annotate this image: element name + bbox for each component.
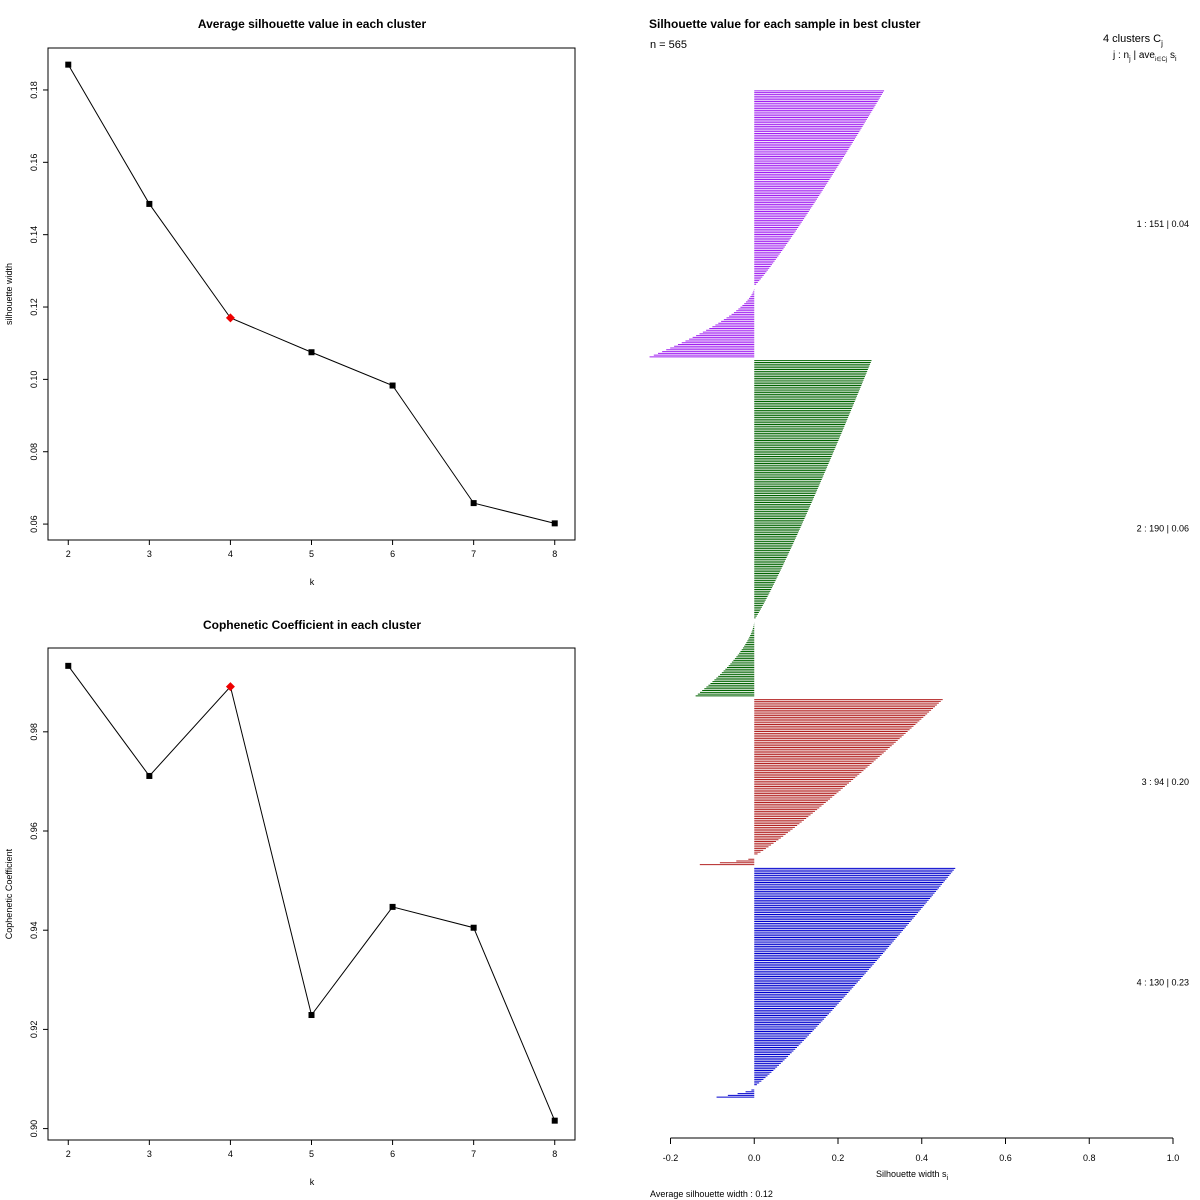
silhouette-plot-frame <box>47 47 576 541</box>
y-tick-label: 0.96 <box>29 822 39 840</box>
y-tick-label: 0.06 <box>29 515 39 533</box>
cluster-label: 2 : 190 | 0.06 <box>1137 523 1189 533</box>
cophenetic-title: Cophenetic Coefficient in each cluster <box>203 618 421 632</box>
legend-header-text: 4 clusters Cj <box>1103 33 1163 48</box>
silhouette-width-axis: -0.2 0.0 0.2 0.4 0.6 0.8 1.0 <box>663 1137 1180 1163</box>
data-point <box>65 662 72 669</box>
x-tick-label: 0.2 <box>832 1153 845 1163</box>
x-tick-label: 2 <box>66 1149 71 1159</box>
data-point <box>146 772 153 779</box>
average-silhouette-footer: Average silhouette width : 0.12 <box>650 1189 773 1199</box>
y-tick-label: 0.90 <box>29 1120 39 1138</box>
cophenetic-series <box>65 662 558 1124</box>
cluster-1-bars <box>649 90 885 358</box>
data-point <box>551 1117 558 1124</box>
sample-silhouette-title: Silhouette value for each sample in best… <box>649 17 921 31</box>
silhouette-panel: Average silhouette value in each cluster… <box>4 17 576 587</box>
x-tick-label: 2 <box>66 549 71 559</box>
x-tick-label: 5 <box>309 549 314 559</box>
y-tick-label: 0.98 <box>29 723 39 741</box>
cophenetic-y-label: Cophenetic Coefficient <box>4 848 14 939</box>
x-tick-label: 6 <box>390 549 395 559</box>
silhouette-title: Average silhouette value in each cluster <box>198 17 427 31</box>
legend-subheader-text: j : nj | avei∈Cj si <box>1112 50 1177 63</box>
x-tick-label: 3 <box>147 1149 152 1159</box>
y-tick-label: 0.92 <box>29 1021 39 1039</box>
x-tick-label: 8 <box>552 1149 557 1159</box>
y-tick-label: 0.10 <box>29 371 39 389</box>
cophenetic-x-label: k <box>310 1177 315 1187</box>
series-line <box>67 665 556 1121</box>
x-tick-label: 0.6 <box>999 1153 1012 1163</box>
y-tick-label: 0.14 <box>29 226 39 244</box>
data-point <box>146 200 153 207</box>
data-point <box>470 924 477 931</box>
silhouette-x-label: k <box>310 577 315 587</box>
best-k-point <box>225 682 235 692</box>
silhouette-x-axis: 2 3 4 5 6 7 8 <box>66 540 557 559</box>
silhouette-width-label: Silhouette width si <box>876 1169 949 1182</box>
legend-header: 4 clusters Cj j : nj | avei∈Cj si <box>1103 33 1177 63</box>
data-point <box>65 61 72 68</box>
series-line <box>67 64 555 524</box>
cluster-label: 3 : 94 | 0.20 <box>1142 777 1189 787</box>
data-point <box>389 903 396 910</box>
x-tick-label: 0.0 <box>748 1153 761 1163</box>
data-point <box>389 382 396 389</box>
y-tick-label: 0.18 <box>29 81 39 99</box>
x-tick-label: 3 <box>147 549 152 559</box>
cluster-3-bars <box>699 699 943 866</box>
x-tick-label: 5 <box>309 1149 314 1159</box>
y-tick-label: 0.16 <box>29 154 39 172</box>
cluster-2-bars <box>695 360 872 697</box>
y-tick-label: 0.94 <box>29 921 39 939</box>
silhouette-series <box>65 61 558 527</box>
cophenetic-plot-frame <box>47 647 576 1141</box>
data-point <box>308 349 315 356</box>
data-point <box>470 500 477 507</box>
y-tick-label: 0.08 <box>29 443 39 461</box>
x-tick-label: 7 <box>471 549 476 559</box>
cluster-labels: 1 : 151 | 0.04 2 : 190 | 0.06 3 : 94 | 0.2… <box>1137 219 1189 988</box>
cluster-4-bars <box>716 867 956 1098</box>
data-point <box>551 520 558 527</box>
x-tick-label: 0.8 <box>1083 1153 1096 1163</box>
silhouette-y-label: silhouette width <box>4 263 14 325</box>
x-tick-label: -0.2 <box>663 1153 679 1163</box>
x-tick-label: 6 <box>390 1149 395 1159</box>
x-tick-label: 8 <box>552 549 557 559</box>
silhouette-y-axis: 0.06 0.08 0.10 0.12 0.14 0.16 0.18 <box>29 81 48 533</box>
x-tick-label: 4 <box>228 1149 233 1159</box>
x-tick-label: 0.4 <box>915 1153 928 1163</box>
cophenetic-panel: Cophenetic Coefficient in each cluster 2… <box>4 618 576 1187</box>
cluster-label: 4 : 130 | 0.23 <box>1137 978 1189 988</box>
sample-silhouette-panel: Silhouette value for each sample in best… <box>649 17 1189 1199</box>
cophenetic-y-axis: 0.90 0.92 0.94 0.96 0.98 <box>29 723 48 1137</box>
x-tick-label: 4 <box>228 549 233 559</box>
x-tick-label: 1.0 <box>1167 1153 1180 1163</box>
data-point <box>308 1012 315 1019</box>
x-tick-label: 7 <box>471 1149 476 1159</box>
sample-count: n = 565 <box>650 39 687 51</box>
y-tick-label: 0.12 <box>29 298 39 316</box>
silhouette-bars <box>649 90 956 1098</box>
best-k-point <box>225 313 235 323</box>
cluster-label: 1 : 151 | 0.04 <box>1137 219 1189 229</box>
cophenetic-x-axis: 2 3 4 5 6 7 8 <box>66 1140 557 1159</box>
